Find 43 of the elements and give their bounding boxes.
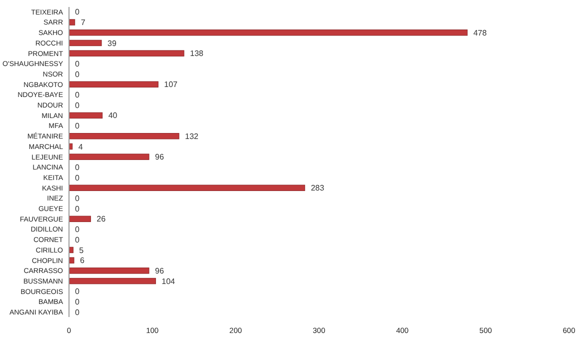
data-label: 478 (473, 28, 488, 38)
bar (68, 154, 150, 160)
data-label: 0 (75, 308, 80, 317)
bar (68, 184, 306, 191)
bar (68, 278, 156, 284)
bar (68, 19, 76, 26)
data-label: 0 (75, 8, 80, 17)
data-label: 7 (80, 18, 86, 28)
bar (68, 268, 150, 274)
data-label: 107 (164, 80, 178, 90)
data-label: 0 (75, 204, 80, 214)
data-label: 5 (79, 246, 84, 255)
data-label: 283 (310, 184, 325, 193)
data-label: 0 (75, 59, 80, 68)
data-label: 0 (75, 287, 80, 296)
bar (68, 216, 91, 222)
bar (68, 50, 184, 56)
bar (68, 257, 74, 264)
data-label: 0 (75, 90, 80, 100)
data-label: 132 (185, 132, 199, 141)
data-label: 138 (190, 49, 204, 58)
data-label: 104 (162, 276, 176, 286)
data-label: 40 (108, 111, 118, 120)
data-label: 39 (108, 38, 117, 48)
data-label: 96 (155, 266, 164, 276)
data-label: 6 (80, 256, 85, 266)
data-label: 0 (75, 122, 80, 131)
data-label: 0 (75, 225, 80, 234)
data-label: 4 (78, 142, 84, 152)
data-label: 96 (155, 152, 164, 162)
data-label: 0 (75, 162, 80, 172)
bar (68, 133, 180, 140)
bar (68, 30, 468, 36)
data-label: 0 (75, 235, 80, 244)
bar (68, 112, 103, 119)
data-label: 0 (75, 70, 80, 79)
bar (68, 81, 158, 88)
data-label: 0 (75, 173, 80, 182)
bar (68, 40, 102, 46)
data-label: 0 (75, 194, 80, 204)
data-label: 0 (75, 100, 80, 110)
data-label: 26 (96, 214, 106, 224)
data-label: 0 (75, 298, 80, 307)
